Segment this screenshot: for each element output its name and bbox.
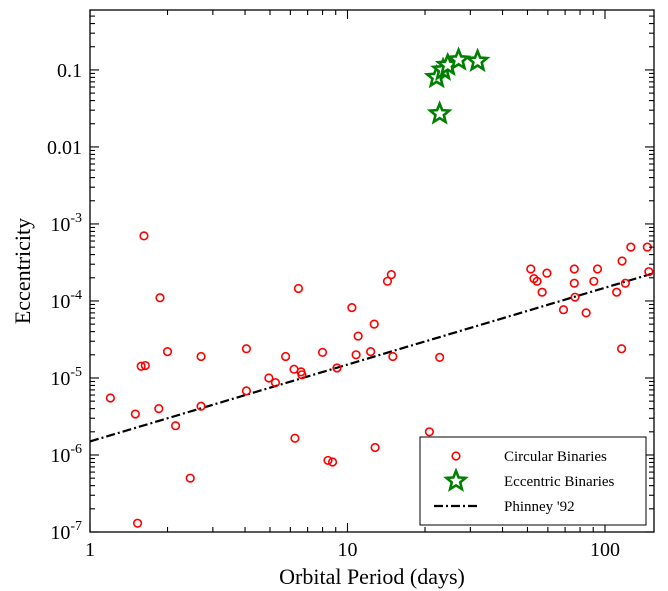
x-tick-label: 1 [85,539,95,561]
circular-binary-point [351,350,361,360]
circular-binary-point [435,352,445,363]
circular-binary-point [297,370,307,380]
circular-binary-point [196,351,206,362]
circular-binary-point [626,242,636,252]
circular-binary-point [620,278,630,288]
circular-binary-point [323,455,333,466]
y-tick-label: 0.01 [47,137,82,159]
circular-binary-point [617,256,627,266]
circular-binary-point [569,264,579,274]
circular-binary-point [532,276,542,286]
circular-binary-point [370,442,380,453]
circular-binary-point [139,231,149,241]
circular-binary-point [264,373,274,383]
circular-binary-point [537,287,547,297]
circular-binary-point [569,278,579,288]
circular-binary-point [644,267,654,277]
legend-marker-circle [451,451,461,461]
circular-binary-point [369,319,379,329]
y-tick-label: 10-4 [50,288,82,313]
legend-label: Phinney '92 [504,499,575,515]
circular-binary-point [171,421,181,431]
y-tick-label: 10-6 [50,442,82,467]
y-tick-label: 10-3 [50,211,82,236]
circular-binary-point [136,361,146,371]
circular-binary-point [542,268,552,278]
circular-binary-point [570,292,580,302]
legend-label: Circular Binaries [504,449,607,465]
circular-binary-point [589,276,599,286]
legend-label: Eccentric Binaries [504,474,615,490]
plot-frame [89,9,655,533]
circular-binary-point [185,473,195,483]
circular-binary-point [140,360,150,371]
legend-marker-star [443,467,469,492]
legend: Circular Binaries Eccentric Binaries Phinn… [419,436,647,526]
fit-line-phinney [90,272,654,443]
x-axis-title: Orbital Period (days) [279,564,465,589]
y-tick-label: 10-7 [50,519,82,544]
circular-binary-point [616,344,627,354]
axis-ticks: 1 10 100 0.1 0.01 10-3 10-4 10-5 10-6 10-7 [47,10,654,561]
circular-binary-point [581,308,591,318]
circular-binary-point [293,283,304,294]
circular-binary-point [162,347,173,357]
circular-binary-point [270,378,281,388]
plot-data [90,46,654,528]
circular-binary-point [281,351,291,362]
circular-binary-point [366,347,376,357]
circular-binary-point [424,427,434,437]
x-tick-label: 10 [337,539,357,561]
circular-binary-point [196,401,206,411]
y-tick-label: 0.1 [57,60,82,82]
circular-binary-point [130,409,140,419]
circular-binary-point [290,433,300,443]
eccentric-binary-point [464,47,491,73]
eccentric-binary-point [445,46,472,71]
circular-binary-point [105,393,115,403]
eccentric-binary-point [426,100,453,125]
circular-binary-point [155,293,165,303]
circular-binary-point [592,264,603,274]
x-tick-label: 100 [590,539,620,561]
circular-binary-point [317,347,328,357]
circular-binary-point [154,404,164,414]
circular-binary-point [388,351,398,362]
circular-binary-point [241,344,252,354]
y-tick-label: 10-5 [50,365,82,390]
circular-binary-point [347,303,357,313]
circular-binary-point [612,287,622,297]
circular-binary-point [386,269,396,280]
circular-binary-point [332,363,342,373]
circular-binary-point [382,276,393,286]
circular-binary-point [241,386,252,396]
circular-binary-point [327,457,338,467]
circular-binary-point [353,331,363,341]
circular-binary-point [526,264,536,274]
y-axis-title: Eccentricity [10,218,35,324]
circular-binary-point [132,518,143,528]
circular-binary-point [558,305,569,315]
